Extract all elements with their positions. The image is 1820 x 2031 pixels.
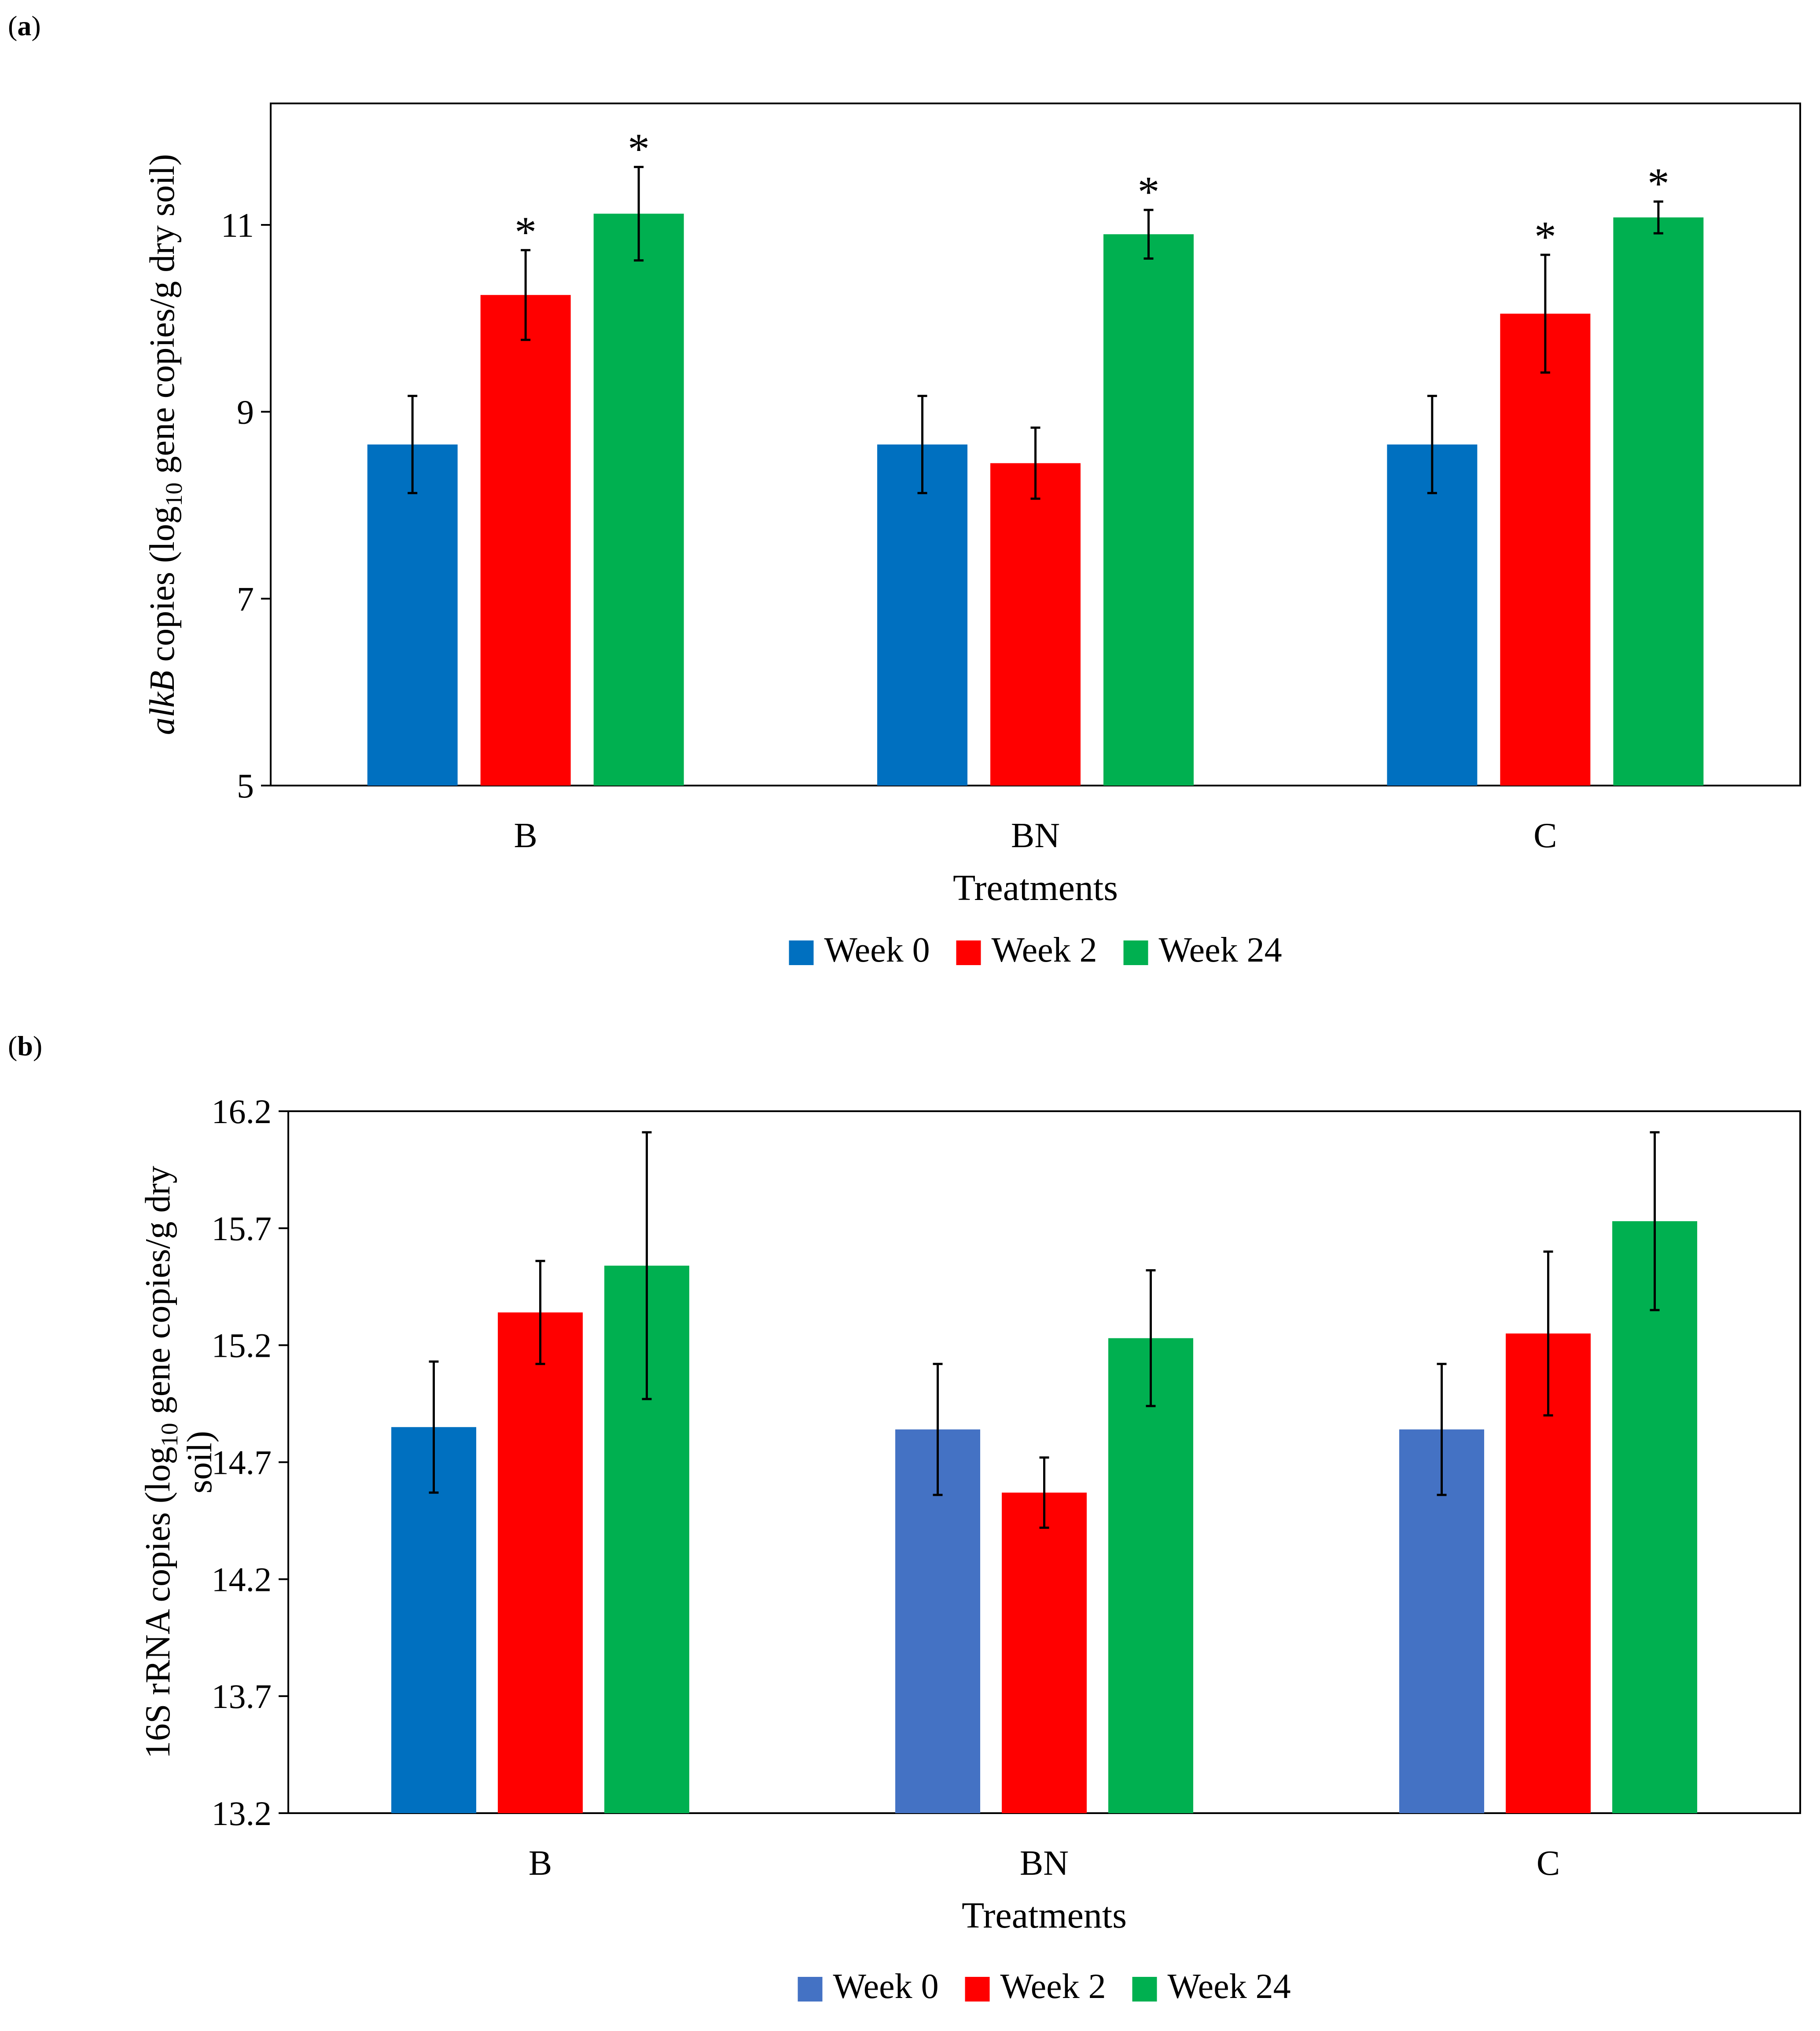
y-tick-label: 14.2 xyxy=(212,1560,272,1598)
legend-swatch xyxy=(956,940,981,965)
y-tick-label: 13.2 xyxy=(212,1794,272,1833)
bar-c-week-0 xyxy=(1387,444,1478,786)
y-tick-label: 5 xyxy=(237,767,254,805)
bar-b-week-24 xyxy=(593,213,684,786)
bar-c-week-24 xyxy=(1612,1221,1697,1813)
significance-asterisk: * xyxy=(1534,212,1556,261)
y-axis-title: 16S rRNA copies (log10 gene copies/g dry xyxy=(139,1166,183,1759)
chart-b: 13.2 13.7 14.2 14.7 15.2 15.7 16.2 B BN C Treatmen… xyxy=(139,1092,1801,2006)
legend-swatch xyxy=(798,1977,823,2002)
y-tick-label: 15.2 xyxy=(212,1326,272,1365)
x-axis-title: Treatments xyxy=(953,867,1118,908)
bar-b-week-2 xyxy=(498,1312,583,1813)
x-tick-label: B xyxy=(514,816,537,855)
bar-bn-week-0 xyxy=(877,444,967,786)
legend-label: Week 2 xyxy=(992,931,1097,970)
bar-c-week-2 xyxy=(1500,313,1591,786)
y-tick-label: 14.7 xyxy=(212,1443,272,1482)
legend-label: Week 24 xyxy=(1159,931,1282,970)
legend-label: Week 0 xyxy=(824,931,930,970)
legend-label: Week 2 xyxy=(1000,1967,1106,2006)
y-axis-title-line2: soil) xyxy=(180,1431,219,1493)
x-tick-label: BN xyxy=(1020,1844,1069,1883)
y-tick-label: 15.7 xyxy=(212,1209,272,1248)
y-tick-label: 11 xyxy=(221,206,254,244)
significance-asterisk: * xyxy=(515,207,537,256)
legend-label: Week 24 xyxy=(1168,1967,1291,2006)
legend-label: Week 0 xyxy=(833,1967,939,2006)
legend-swatch xyxy=(789,940,814,965)
bar-bn-week-2 xyxy=(990,463,1081,786)
significance-asterisk: * xyxy=(1647,159,1669,208)
y-axis-title: alkB copies (log10 gene copies/g dry soi… xyxy=(143,154,187,735)
bar-bn-week-2 xyxy=(1002,1492,1087,1813)
bar-c-week-24 xyxy=(1613,217,1704,786)
chart-a: 5 7 9 11 * * B * BN * * C Treatments alkB copies (log… xyxy=(143,103,1801,970)
legend-swatch xyxy=(1132,1977,1157,2002)
significance-asterisk: * xyxy=(1138,167,1160,216)
y-tick-label: 13.7 xyxy=(212,1677,272,1715)
x-tick-label: B xyxy=(529,1844,552,1883)
panel-a-label: (a) xyxy=(8,10,41,41)
panel-b-label: (b) xyxy=(8,1030,43,1061)
bar-bn-week-24 xyxy=(1103,234,1194,786)
y-tick-label: 7 xyxy=(237,580,254,618)
legend-swatch xyxy=(965,1977,990,2002)
x-tick-label: C xyxy=(1533,816,1557,855)
y-tick-label: 16.2 xyxy=(212,1092,272,1131)
x-tick-label: C xyxy=(1537,1844,1560,1883)
y-tick-label: 9 xyxy=(237,393,254,431)
significance-asterisk: * xyxy=(628,124,650,173)
x-axis-title: Treatments xyxy=(962,1895,1127,1936)
bar-b-week-2 xyxy=(480,295,571,786)
x-tick-label: BN xyxy=(1011,816,1060,855)
bar-bn-week-24 xyxy=(1108,1338,1193,1813)
bar-b-week-0 xyxy=(367,444,458,786)
legend-swatch xyxy=(1123,940,1148,965)
